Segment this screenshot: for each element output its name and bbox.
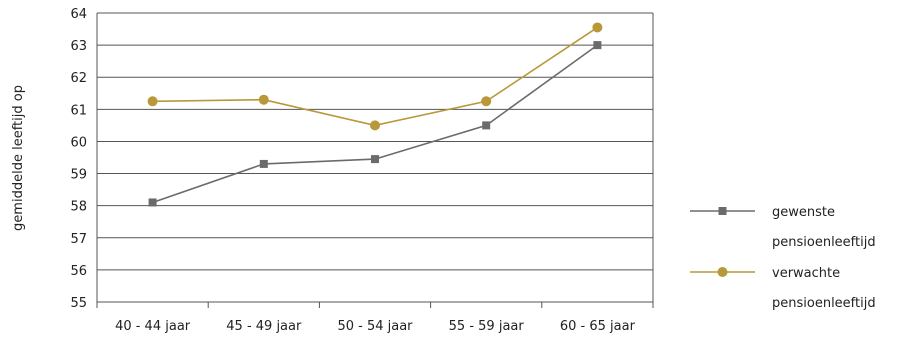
x-tick-label: 60 - 65 jaar xyxy=(560,319,636,334)
legend-marker xyxy=(717,267,728,277)
data-point xyxy=(148,198,157,207)
data-point xyxy=(481,96,492,107)
legend: gewenste pensioenleeftijd verwachte pensioe… xyxy=(690,205,876,311)
x-tick-label: 50 - 54 jaar xyxy=(337,319,413,334)
data-point xyxy=(593,41,602,50)
data-point xyxy=(259,159,268,168)
y-tick-label: 61 xyxy=(70,103,87,118)
x-tick-label: 45 - 49 jaar xyxy=(226,319,302,334)
y-tick-label: 60 xyxy=(70,135,87,150)
legend-marker xyxy=(718,207,727,215)
data-point xyxy=(147,96,158,107)
x-tick-label: 40 - 44 jaar xyxy=(115,319,191,334)
series-line xyxy=(152,26,598,127)
data-point xyxy=(258,94,269,105)
data-point xyxy=(592,22,603,33)
data-point xyxy=(482,121,491,130)
grid-layer xyxy=(97,12,653,303)
y-tick-label: 59 xyxy=(70,168,87,183)
y-tick-label: 57 xyxy=(70,232,87,247)
data-point xyxy=(370,120,380,131)
y-tick-label: 58 xyxy=(70,200,87,215)
y-tick-label: 63 xyxy=(70,39,87,54)
y-tick-label: 55 xyxy=(70,296,87,311)
x-tick-label: 55 - 59 jaar xyxy=(449,319,525,334)
y-tick-label: 62 xyxy=(70,71,87,86)
y-tick-label: 56 xyxy=(70,264,87,279)
data-point xyxy=(371,155,379,164)
legend-label: verwachte pensioenleeftijd xyxy=(772,266,876,311)
axis-layer: 55 56 57 58 59 60 61 62 63 64 40 - 44 jaar 45 - 49 … xyxy=(70,7,654,334)
y-tick-label: 64 xyxy=(70,7,87,22)
y-axis-label: gemiddelde leeftijd op xyxy=(11,85,26,231)
series-layer xyxy=(147,22,603,207)
legend-label: gewenste pensioenleeftijd xyxy=(772,205,876,250)
